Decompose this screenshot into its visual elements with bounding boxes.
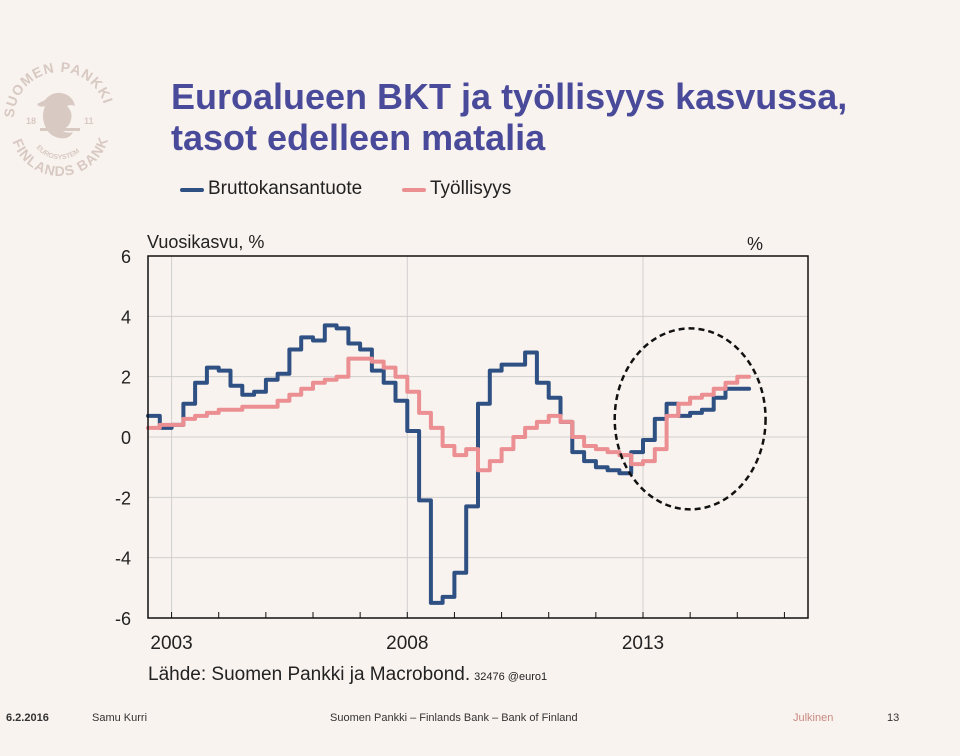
y-tick-label: -6 <box>115 609 131 629</box>
slide-title: Euroalueen BKT ja työllisyys kasvussa, t… <box>171 76 931 158</box>
series-line-bkt <box>146 323 752 605</box>
left-axis-label: Vuosikasvu, % <box>147 232 264 252</box>
chart-annotation <box>613 327 767 511</box>
line-chart: 6 4 2 0 -2 -4 -6 2003 2008 2013 Vuosikasvu, % % <box>115 232 809 654</box>
logo-year-right: 11 <box>84 116 94 126</box>
slide-title-line-2: tasot edelleen matalia <box>171 117 546 158</box>
source-note: Lähde: Suomen Pankki ja Macrobond. 32476 … <box>148 664 547 686</box>
y-tick-label: 2 <box>121 368 131 388</box>
x-tick-label: 2013 <box>622 633 664 654</box>
footer-page-number: 13 <box>887 712 900 724</box>
lion-emblem-icon <box>37 92 80 139</box>
legend-swatch-bkt <box>180 188 204 192</box>
footer-date: 6.2.2016 <box>6 712 49 724</box>
slide-title-line-1: Euroalueen BKT ja työllisyys kasvussa, <box>171 76 848 117</box>
y-tick-label: -2 <box>115 488 131 508</box>
footer-organization: Suomen Pankki – Finlands Bank – Bank of … <box>330 712 578 724</box>
logo-year-left: 18 <box>26 116 36 126</box>
y-tick-label: 4 <box>121 307 131 327</box>
x-tick-label: 2003 <box>150 633 192 654</box>
legend-label-tyollisyys: Työllisyys <box>430 178 512 199</box>
series-line-tyollisyys <box>146 356 752 473</box>
chart-axes: 6 4 2 0 -2 -4 -6 2003 2008 2013 <box>115 247 785 654</box>
slide-footer: 6.2.2016 Samu Kurri Suomen Pankki – Finl… <box>0 712 960 732</box>
right-axis-label: % <box>747 234 763 254</box>
chart-series <box>146 323 752 605</box>
bank-of-finland-seal-logo: SUOMEN PANKKI FINLANDS BANK EUROSYSTEM 1… <box>1 59 116 178</box>
highlight-dashed-ellipse <box>613 327 767 511</box>
legend-swatch-tyollisyys <box>402 188 426 192</box>
y-tick-label: 6 <box>121 247 131 267</box>
footer-author: Samu Kurri <box>92 712 148 724</box>
plot-frame <box>147 255 809 619</box>
legend-label-bkt: Bruttokansantuote <box>208 178 363 199</box>
x-tick-label: 2008 <box>386 633 428 654</box>
source-code: 32476 @euro1 <box>474 671 548 683</box>
y-tick-label: -4 <box>115 549 131 569</box>
y-tick-label: 0 <box>121 428 131 448</box>
source-text: Lähde: Suomen Pankki ja Macrobond. <box>148 664 471 685</box>
footer-classification: Julkinen <box>793 712 834 724</box>
